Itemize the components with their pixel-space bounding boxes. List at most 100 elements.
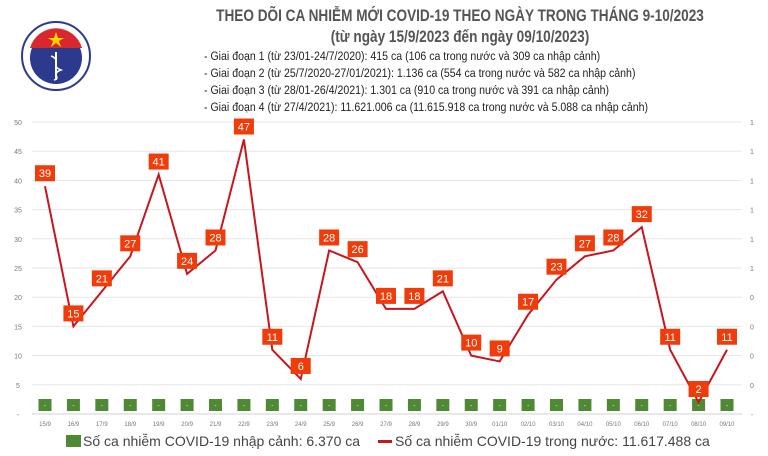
bar bbox=[265, 399, 279, 411]
y-right-tick-label: 0 bbox=[750, 383, 754, 390]
y-left-tick-label: - bbox=[17, 412, 20, 419]
x-tick-label: 22/9 bbox=[238, 422, 250, 428]
bar bbox=[237, 399, 251, 411]
y-left-tick-label: 40 bbox=[14, 178, 22, 185]
bar-data-label: - bbox=[271, 403, 273, 409]
line-data-label: 6 bbox=[298, 361, 304, 373]
y-right-tick-label: 1 bbox=[750, 120, 754, 127]
bar-data-label: - bbox=[413, 403, 415, 409]
x-tick-label: 23/9 bbox=[266, 422, 278, 428]
line-data-label: 28 bbox=[607, 232, 619, 244]
line-data-label: 18 bbox=[408, 291, 420, 303]
legend-label: Số ca nhiễm COVID-19 nhập cảnh: 6.370 ca bbox=[83, 433, 361, 449]
line-data-label: 18 bbox=[380, 291, 392, 303]
x-tick-label: 05/10 bbox=[606, 422, 622, 428]
x-tick-label: 17/9 bbox=[96, 422, 108, 428]
bar bbox=[578, 399, 592, 411]
bar bbox=[635, 399, 649, 411]
line-data-label-box bbox=[319, 229, 340, 246]
bar bbox=[720, 399, 734, 411]
line-data-label-box bbox=[603, 229, 624, 246]
line-data-label-box bbox=[688, 381, 709, 397]
bar bbox=[663, 399, 677, 411]
phase-note: - Giai đoạn 2 (từ 25/7/2020-27/01/2021):… bbox=[204, 66, 636, 80]
line-data-label-box bbox=[120, 235, 141, 252]
line-data-label-box bbox=[631, 206, 652, 223]
line-data-label-box bbox=[546, 258, 567, 275]
bar-data-label: - bbox=[243, 403, 245, 409]
legend-label: Số ca nhiễm COVID-19 trong nước: 11.617.… bbox=[395, 433, 710, 449]
y-right-tick-label: 1 bbox=[750, 178, 754, 185]
y-left-tick-label: 20 bbox=[14, 295, 22, 302]
line-data-label-box bbox=[717, 328, 737, 345]
bar bbox=[436, 399, 450, 411]
bar-data-label: - bbox=[101, 403, 103, 409]
y-right-tick-label: 1 bbox=[750, 208, 754, 215]
bar-data-label: - bbox=[641, 403, 643, 409]
bar-data-label: - bbox=[584, 403, 586, 409]
bar-data-label: - bbox=[726, 403, 728, 409]
line-data-label-box bbox=[63, 305, 84, 322]
line-data-label-box bbox=[35, 165, 55, 182]
x-tick-label: 19/9 bbox=[153, 422, 165, 428]
line-data-label-box bbox=[233, 118, 254, 135]
line-data-label: 2 bbox=[696, 384, 702, 396]
chart-subtitle: (từ ngày 15/9/2023 đến ngày 09/10/2023) bbox=[330, 27, 590, 46]
line-data-label-box bbox=[148, 153, 169, 170]
line-data-label: 15 bbox=[67, 308, 79, 320]
line-data-label-box bbox=[574, 235, 595, 252]
bar bbox=[322, 399, 336, 411]
line-data-label-box bbox=[262, 328, 283, 345]
bar-data-label: - bbox=[72, 403, 74, 409]
line-data-label: 10 bbox=[465, 338, 477, 350]
line-data-label: 21 bbox=[437, 273, 449, 285]
x-tick-label: 03/10 bbox=[549, 422, 565, 428]
line-data-label: 26 bbox=[351, 244, 363, 256]
x-tick-label: 01/10 bbox=[492, 422, 508, 428]
bar bbox=[351, 399, 365, 411]
bar bbox=[209, 399, 222, 411]
line-data-label: 11 bbox=[267, 332, 278, 344]
bar-data-label: - bbox=[300, 403, 302, 409]
line-data-label: 28 bbox=[209, 232, 221, 244]
line-data-label: 24 bbox=[181, 256, 193, 268]
bar bbox=[379, 399, 393, 411]
y-left-tick-label: 5 bbox=[16, 383, 20, 390]
bar bbox=[66, 399, 80, 411]
bar-data-label: - bbox=[527, 403, 529, 409]
x-tick-label: 20/9 bbox=[181, 422, 193, 428]
line-data-label-box bbox=[660, 328, 681, 345]
line-data-label-box bbox=[518, 293, 539, 310]
line-data-label: 11 bbox=[664, 332, 675, 344]
x-tick-label: 18/9 bbox=[124, 422, 136, 428]
bar-data-label: - bbox=[129, 403, 131, 409]
line-data-label-box bbox=[205, 229, 226, 246]
x-tick-label: 30/9 bbox=[465, 422, 477, 428]
legend-swatch-bar bbox=[66, 435, 81, 447]
bar bbox=[606, 399, 620, 411]
phase-note: - Giai đoạn 1 (từ 23/01-24/7/2020): 415 … bbox=[204, 49, 601, 63]
x-tick-label: 26/9 bbox=[352, 422, 364, 428]
bar-data-label: - bbox=[669, 403, 671, 409]
line-data-label: 11 bbox=[721, 332, 732, 344]
line-data-label-box bbox=[489, 340, 510, 357]
bar-data-label: - bbox=[328, 403, 330, 409]
bar-data-label: - bbox=[385, 403, 387, 409]
y-right-tick-label: 1 bbox=[750, 266, 754, 273]
x-tick-label: 28/9 bbox=[409, 422, 421, 428]
y-left-tick-label: 15 bbox=[14, 324, 22, 331]
y-right-tick-label: 0 bbox=[750, 354, 754, 361]
x-tick-label: 24/9 bbox=[295, 422, 307, 428]
line-data-label: 28 bbox=[323, 232, 335, 244]
bar bbox=[123, 399, 137, 411]
line-data-label-box bbox=[177, 252, 198, 269]
line-data-label: 32 bbox=[636, 209, 648, 221]
bar bbox=[464, 399, 478, 411]
x-tick-label: 15/9 bbox=[39, 422, 51, 428]
x-tick-label: 25/9 bbox=[323, 422, 335, 428]
legend-item-imported: Số ca nhiễm COVID-19 nhập cảnh: 6.370 ca bbox=[66, 433, 360, 449]
y-left-tick-label: 45 bbox=[14, 149, 22, 156]
line-data-label-box bbox=[404, 287, 425, 304]
